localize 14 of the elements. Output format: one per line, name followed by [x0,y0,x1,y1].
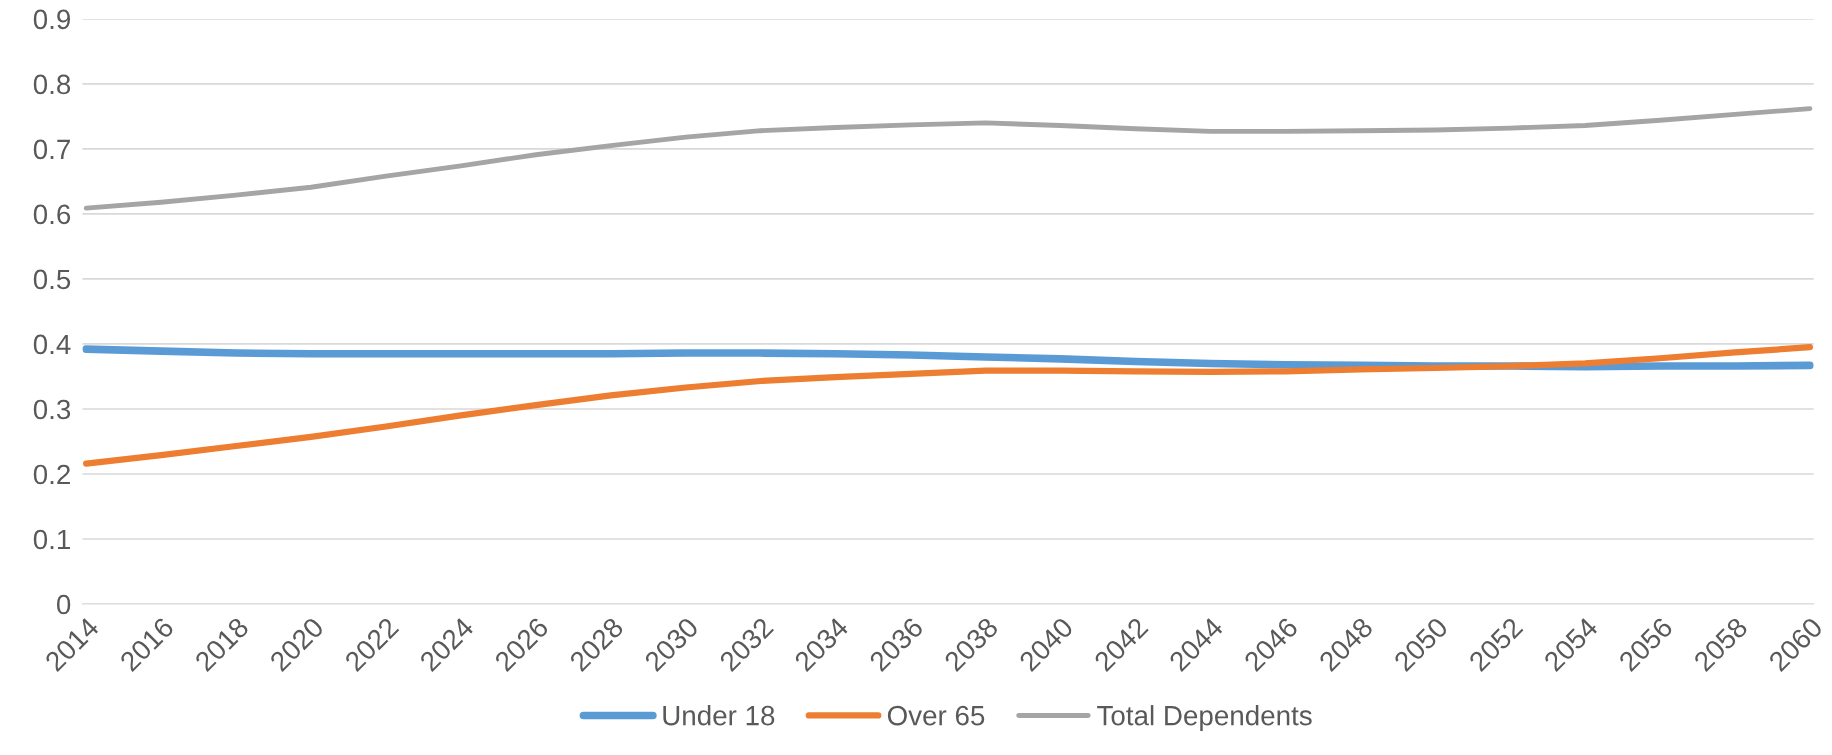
y-tick-label: 0.5 [33,269,71,290]
y-tick-label: 0.4 [33,334,71,355]
y-tick-label: 0.2 [33,464,70,485]
y-tick-label: 0.3 [33,399,71,420]
y-tick-label: 0.9 [33,9,71,30]
legend-label: Total Dependents [1097,705,1312,731]
legend-label: Over 65 [887,705,985,726]
legend-label: Under 18 [663,705,775,726]
y-tick-label: 0 [56,594,71,615]
y-tick-label: 0.1 [33,529,70,550]
line-series [83,106,1813,211]
y-tick-label: 0.7 [33,139,70,160]
y-tick-label: 0.8 [33,74,71,95]
y-tick-label: 0.6 [33,204,71,225]
